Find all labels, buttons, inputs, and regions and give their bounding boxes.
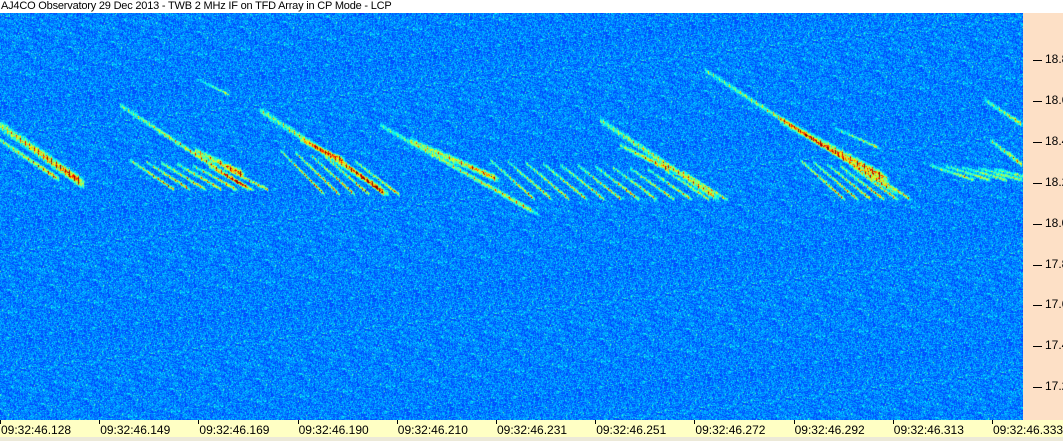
x-tick [99,420,101,424]
x-tick-label: 09:32:46.272 [695,423,766,437]
x-axis: 09:32:46.128 09:32:46.149 09:32:46.169 09:3… [0,420,1063,437]
y-tick-label: 18.6 [1045,92,1063,107]
x-tick [793,420,795,424]
y-tick [1033,60,1042,62]
y-tick [1033,346,1042,348]
x-tick [396,420,398,424]
y-tick-label: 17.4 [1045,338,1063,353]
x-tick [496,420,497,424]
x-tick-label: 09:32:46.210 [397,423,468,437]
x-tick-label: 09:32:46.169 [199,423,270,437]
y-tick-label: 18.8 [1045,52,1063,67]
y-tick-label: 17.8 [1045,256,1063,271]
y-tick-label: 17.2 [1045,379,1063,394]
y-tick [1033,100,1042,102]
x-tick [198,420,200,424]
x-tick-label: 09:32:46.231 [497,423,568,437]
x-tick-label: 09:32:46.190 [298,423,369,437]
y-tick-label: 18.4 [1045,133,1063,148]
y-tick [1033,141,1042,143]
x-tick [595,420,597,424]
x-tick [297,420,299,424]
x-tick-label: 09:32:46.313 [893,423,964,437]
y-tick [1033,264,1042,266]
y-tick [1033,305,1042,307]
spectrogram [0,13,1023,420]
y-tick [1033,387,1042,389]
x-tick [0,420,1,424]
x-tick-label: 09:32:46.149 [100,423,171,437]
x-tick-label: 09:32:46.333 [993,423,1063,437]
x-tick-label: 09:32:46.128 [1,423,72,437]
y-tick [1033,223,1042,225]
x-tick [694,420,696,424]
x-tick-label: 09:32:46.292 [794,423,865,437]
y-tick-label: 18.0 [1045,215,1063,230]
footer-strip [0,437,1063,441]
x-tick-label: 09:32:46.251 [596,423,667,437]
y-tick-label: 18.2 [1045,174,1063,189]
chart-title: AJ4CO Observatory 29 Dec 2013 - TWB 2 MH… [1,0,392,12]
y-axis: 18.8 18.6 18.4 18.2 18.0 17.8 17.6 17.4 17.2 [1023,13,1063,420]
x-tick [992,420,993,424]
x-tick [892,420,894,424]
y-tick-label: 17.6 [1045,297,1063,312]
y-tick [1033,182,1042,184]
